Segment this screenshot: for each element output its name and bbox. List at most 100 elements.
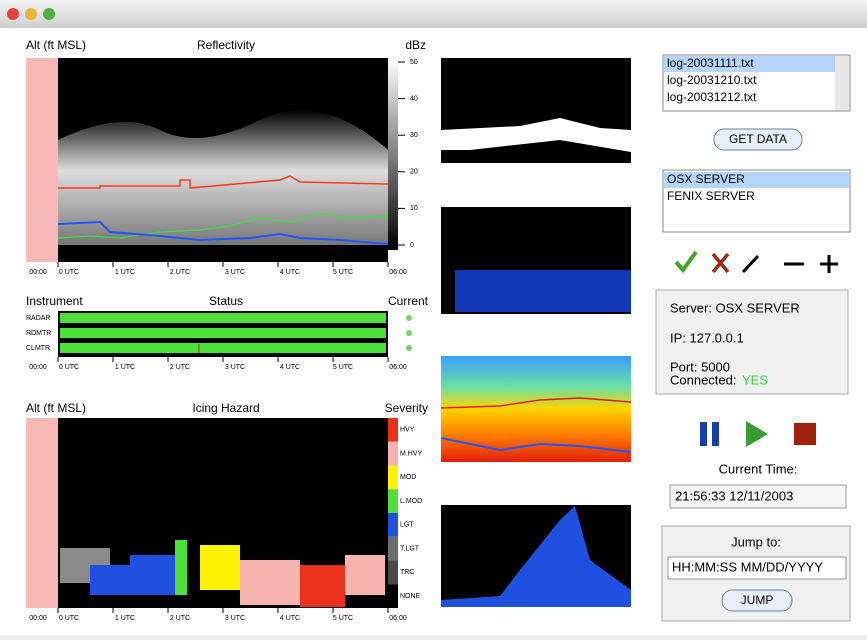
colorbar-label: 40 [410, 95, 418, 102]
time-label: 0 UTC [59, 269, 79, 276]
port-info: Port: 5000 [670, 359, 730, 374]
severity-swatch [388, 560, 398, 585]
hazard-mhvy [345, 555, 385, 595]
hazard-lmod [175, 540, 187, 595]
file-item[interactable]: log-20031210.txt [667, 73, 757, 87]
jump-input[interactable] [667, 556, 847, 580]
time-label: 3 UTC [225, 364, 245, 371]
ip-info: IP: 127.0.0.1 [670, 330, 744, 345]
current-indicator [406, 315, 412, 321]
cancel-icon[interactable] [711, 252, 730, 274]
current-time-value: 21:56:33 12/11/2003 [675, 488, 793, 503]
instrument-header: Instrument [26, 294, 83, 308]
server-item[interactable]: OSX SERVER [667, 172, 745, 186]
severity-swatch [388, 465, 398, 490]
time-label: 0 UTC [59, 364, 79, 371]
close-button[interactable] [7, 8, 19, 20]
current-time-field [669, 484, 847, 509]
trace-green [57, 213, 389, 239]
thumb-temperature [441, 356, 631, 462]
current-header: Current [388, 294, 429, 308]
hazard-mod [200, 545, 240, 590]
jump-placeholder: HH:MM:SS MM/DD/YYYY [672, 559, 823, 574]
selection [664, 56, 835, 72]
severity-label: LGT [400, 522, 414, 529]
status-bar [60, 313, 386, 323]
time-label: 2 UTC [170, 615, 190, 622]
time-label: 00:00 [29, 269, 47, 276]
current-indicator [406, 330, 412, 336]
severity-swatch [388, 489, 398, 513]
time-label: 00:00 [29, 615, 47, 622]
severity-label: TRC [400, 569, 414, 576]
time-label: 5 UTC [333, 615, 353, 622]
get-data-button[interactable] [713, 128, 803, 151]
time-label: 06:00 [389, 269, 407, 276]
hazard-mhvy [240, 560, 300, 605]
trace-blue [57, 220, 389, 245]
time-label: 00:00 [29, 364, 47, 371]
time-label: 06:00 [389, 615, 407, 622]
edit-icon[interactable] [741, 254, 760, 274]
severity-label: L.MOD [400, 498, 422, 505]
info-box [655, 289, 849, 395]
time-label: 1 UTC [115, 269, 135, 276]
hazard-lgt [130, 555, 175, 595]
thumb-shape [441, 118, 631, 152]
play-icon[interactable] [746, 421, 768, 447]
time-label: 1 UTC [115, 364, 135, 371]
time-label: 4 UTC [280, 269, 300, 276]
server-info: Server: OSX SERVER [670, 300, 800, 315]
jump-label: Jump to: [731, 534, 781, 549]
pause-icon[interactable] [712, 422, 719, 446]
jump-button[interactable] [721, 589, 793, 612]
colorbar-label: 50 [410, 59, 418, 66]
trace-red [58, 175, 389, 189]
time-label: 5 UTC [333, 269, 353, 276]
server-item[interactable]: FENIX SERVER [667, 189, 755, 203]
time-label: 5 UTC [333, 364, 353, 371]
icing-panel: Alt (ft MSL) Icing Hazard Severity [26, 401, 428, 608]
button-label: JUMP [741, 593, 774, 607]
severity-label: NONE [400, 593, 421, 600]
scrollbar[interactable] [835, 56, 849, 110]
stop-icon[interactable] [794, 423, 816, 445]
pause-icon[interactable] [700, 422, 707, 446]
connected-label: Connected: [670, 372, 737, 387]
colorbar-label: 10 [410, 205, 418, 212]
reflectivity-field [58, 110, 388, 245]
time-label: 3 UTC [225, 615, 245, 622]
accept-icon[interactable] [674, 250, 698, 274]
severity-header: Severity [385, 401, 428, 415]
file-item[interactable]: log-20031212.txt [667, 90, 757, 104]
panel-title: Reflectivity [197, 38, 255, 52]
trace-blue [440, 437, 632, 453]
altitude-strip [26, 418, 58, 608]
add-icon[interactable] [820, 255, 838, 273]
altitude-strip [26, 58, 58, 262]
thumb-shape [441, 506, 631, 607]
status-bar [60, 328, 386, 338]
severity-label: MOD [400, 474, 416, 481]
reflectivity-panel: Alt (ft MSL) Reflectivity dBz [26, 38, 426, 262]
unit-label: dBz [405, 38, 426, 52]
instrument-label: RADAR [26, 315, 51, 322]
button-label: GET DATA [729, 132, 787, 146]
hazard-lgt [90, 565, 130, 595]
file-item[interactable]: log-20031111.txt [667, 56, 754, 70]
time-label: 1 UTC [115, 615, 135, 622]
time-label: 06:00 [389, 364, 407, 371]
status-bar [60, 343, 386, 353]
zoom-button[interactable] [43, 8, 55, 20]
severity-label: T.LGT [400, 545, 420, 552]
connected-value: YES [742, 372, 768, 387]
trace-red [440, 397, 632, 409]
colorbar-label: 20 [410, 169, 418, 176]
severity-label: M.HVY [400, 450, 423, 457]
minimize-button[interactable] [25, 8, 37, 20]
colorbar-label: 0 [410, 242, 414, 249]
severity-swatch [388, 584, 398, 608]
instrument-label: RDMTR [26, 330, 51, 337]
hazard-hvy [300, 565, 345, 607]
severity-swatch [388, 418, 398, 442]
